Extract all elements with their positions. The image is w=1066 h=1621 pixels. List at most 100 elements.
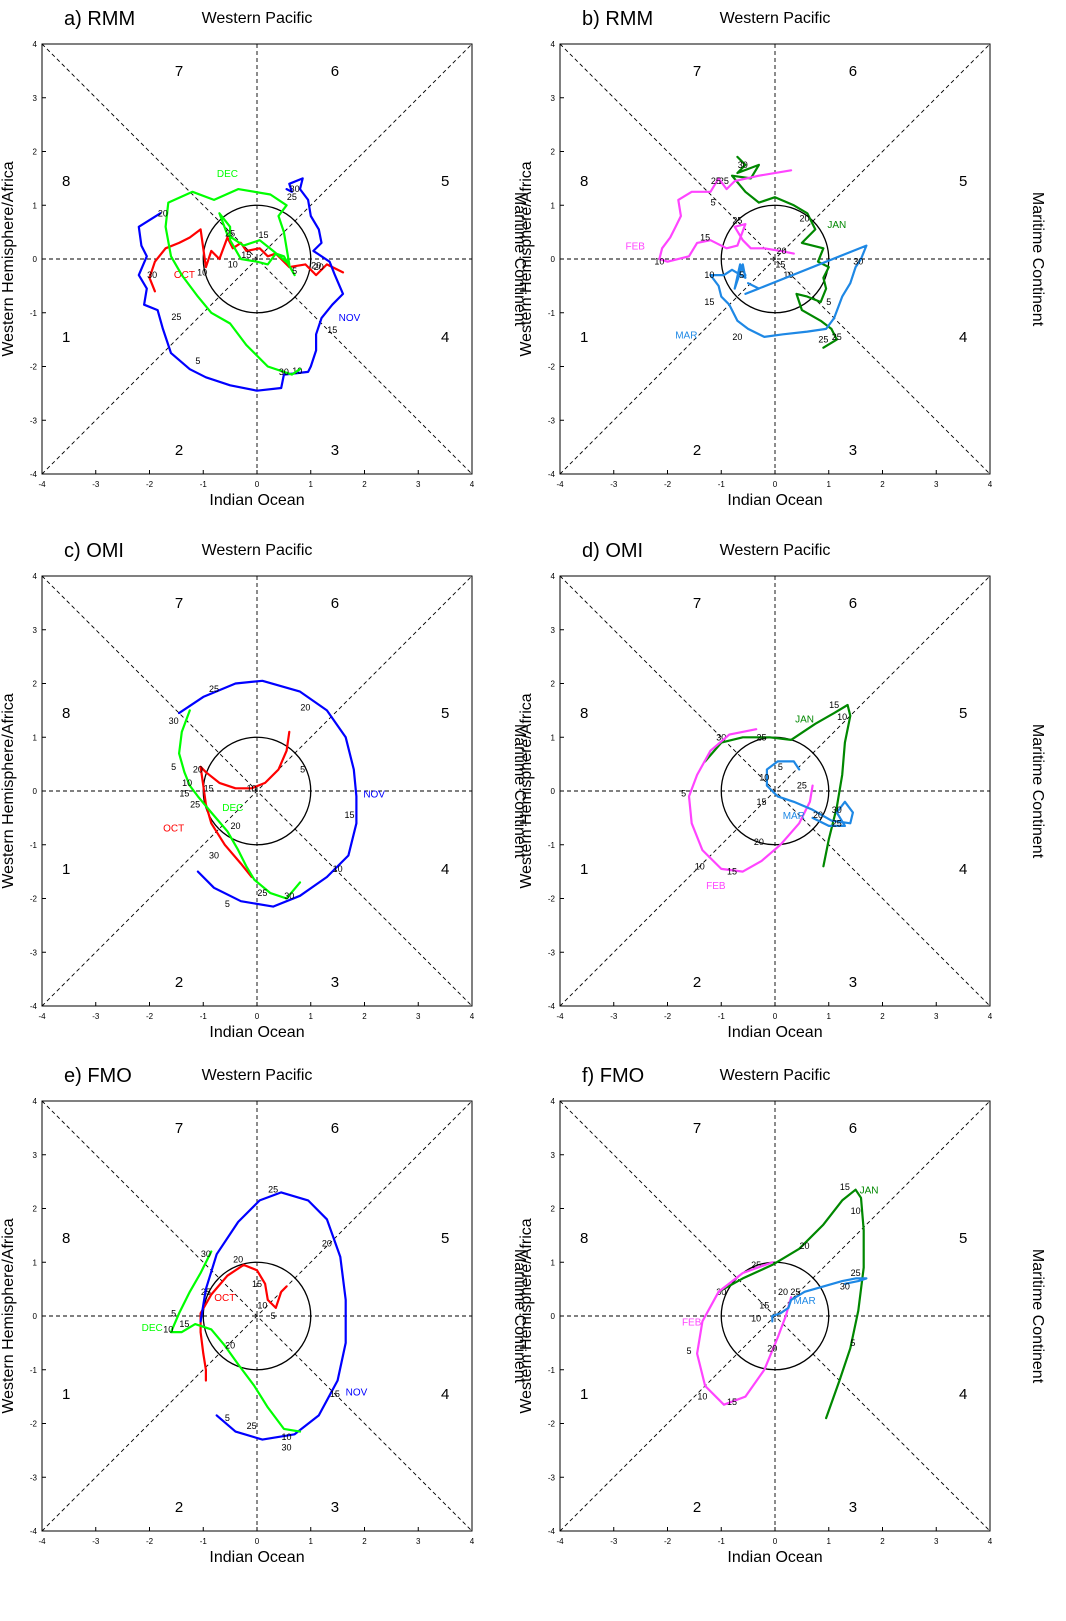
month-label-oct: OCT [163, 824, 184, 835]
diagonal-guide [41, 43, 473, 475]
day-label: 5 [292, 266, 297, 276]
x-tick-label: 2 [362, 480, 367, 489]
day-label: 10 [654, 257, 664, 267]
series-line-mar [709, 244, 868, 338]
x-tick-label: 1 [827, 1537, 832, 1546]
phase-label-3: 3 [331, 442, 339, 459]
day-label: 20 [322, 1238, 332, 1248]
x-tick-label: 4 [470, 1012, 475, 1021]
day-label: 5 [826, 297, 831, 307]
day-label: 30 [279, 367, 289, 377]
y-tick-label: 2 [551, 148, 556, 157]
phase-label-5: 5 [441, 705, 449, 722]
day-label: 15 [775, 259, 785, 269]
day-label: 25 [225, 229, 235, 239]
right-region-label: Maritime Continent [511, 724, 528, 859]
x-tick-label: -1 [718, 1537, 726, 1546]
right-region-label: Maritime Continent [1029, 1249, 1046, 1384]
y-tick-label: 1 [33, 733, 38, 742]
top-region-label: Western Pacific [720, 542, 831, 559]
day-label: 30 [169, 716, 179, 726]
y-tick-label: -3 [30, 416, 38, 425]
phase-label-7: 7 [693, 595, 701, 612]
day-label: 5 [300, 765, 305, 775]
month-label-oct: OCT [214, 1293, 235, 1304]
day-label: 20 [767, 1343, 777, 1353]
bottom-region-label: Indian Ocean [209, 1549, 304, 1566]
x-tick-label: -1 [200, 1012, 208, 1021]
phase-label-6: 6 [331, 63, 339, 80]
unit-circle [202, 1261, 312, 1371]
x-tick-label: 2 [880, 480, 885, 489]
month-label-nov: NOV [346, 1387, 368, 1398]
month-label-jan: JAN [860, 1186, 879, 1197]
day-label: 25 [751, 1260, 761, 1270]
y-tick-label: 2 [33, 680, 38, 689]
y-tick-label: 2 [33, 148, 38, 157]
right-region-label: Maritime Continent [1029, 724, 1046, 859]
diagonal-guide [559, 43, 991, 475]
month-label-mar: MAR [675, 330, 697, 341]
series-line-dec [178, 709, 302, 900]
x-tick-label: -1 [200, 480, 208, 489]
phase-label-8: 8 [62, 705, 70, 722]
y-tick-label: -4 [30, 1527, 38, 1536]
day-label: 10 [704, 270, 714, 280]
y-tick-label: 4 [551, 1097, 556, 1106]
phase-label-1: 1 [62, 861, 70, 878]
y-tick-label: -4 [548, 1527, 556, 1536]
day-label: 15 [829, 700, 839, 710]
y-tick-label: 1 [551, 1258, 556, 1267]
x-tick-label: -4 [38, 1012, 46, 1021]
month-label-nov: NOV [339, 313, 361, 324]
series-line-nov [178, 679, 358, 908]
day-label: 25 [719, 176, 729, 186]
phase-label-4: 4 [441, 861, 449, 878]
x-tick-label: -1 [718, 480, 726, 489]
day-label: 20 [732, 332, 742, 342]
phase-label-8: 8 [62, 1230, 70, 1247]
y-tick-label: -2 [30, 363, 38, 372]
x-tick-label: -3 [610, 480, 618, 489]
month-label-nov: NOV [363, 790, 385, 801]
day-label: 25 [268, 1185, 278, 1195]
day-label: 20 [314, 262, 324, 272]
series-line-dec [169, 1250, 302, 1433]
x-tick-label: -2 [664, 1012, 672, 1021]
x-tick-label: 0 [255, 480, 260, 489]
day-label: 20 [800, 1241, 810, 1251]
y-tick-label: -2 [30, 1420, 38, 1429]
phase-label-2: 2 [175, 1499, 183, 1516]
y-tick-label: -1 [30, 309, 38, 318]
x-tick-label: -1 [718, 1012, 726, 1021]
day-label: 30 [282, 1443, 292, 1453]
x-tick-label: 2 [880, 1012, 885, 1021]
day-label: 30 [284, 891, 294, 901]
day-label: 30 [147, 270, 157, 280]
day-label: 30 [738, 160, 748, 170]
day-label: 15 [727, 1397, 737, 1407]
y-tick-label: -2 [548, 1420, 556, 1429]
x-tick-label: 0 [255, 1012, 260, 1021]
day-label: 25 [851, 1268, 861, 1278]
y-tick-label: 0 [33, 255, 38, 264]
day-label: 5 [778, 762, 783, 772]
day-label: 10 [783, 270, 793, 280]
day-label: 30 [716, 732, 726, 742]
day-label: 5 [711, 198, 716, 208]
month-label-dec: DEC [217, 169, 238, 180]
day-label: 15 [327, 325, 337, 335]
phase-label-3: 3 [849, 1499, 857, 1516]
series-line-oct [199, 730, 291, 879]
phase-label-1: 1 [62, 329, 70, 346]
panel-e: -4-4 -3 -3 -2 -2 -1 -1 0 0 1 1 2 2 3 3 4 4 1 2 3 4 5 6 7 8 e) FMO… [0, 1065, 528, 1566]
day-label: 10 [163, 1324, 173, 1334]
x-tick-label: -3 [92, 480, 100, 489]
month-label-jan: JAN [827, 220, 846, 231]
left-region-label: Western Hemisphere/Africa [0, 693, 17, 888]
day-label: 20 [754, 837, 764, 847]
x-tick-label: 0 [773, 480, 778, 489]
x-tick-label: 1 [309, 1012, 314, 1021]
month-label-mar: MAR [783, 811, 805, 822]
phase-label-7: 7 [693, 63, 701, 80]
